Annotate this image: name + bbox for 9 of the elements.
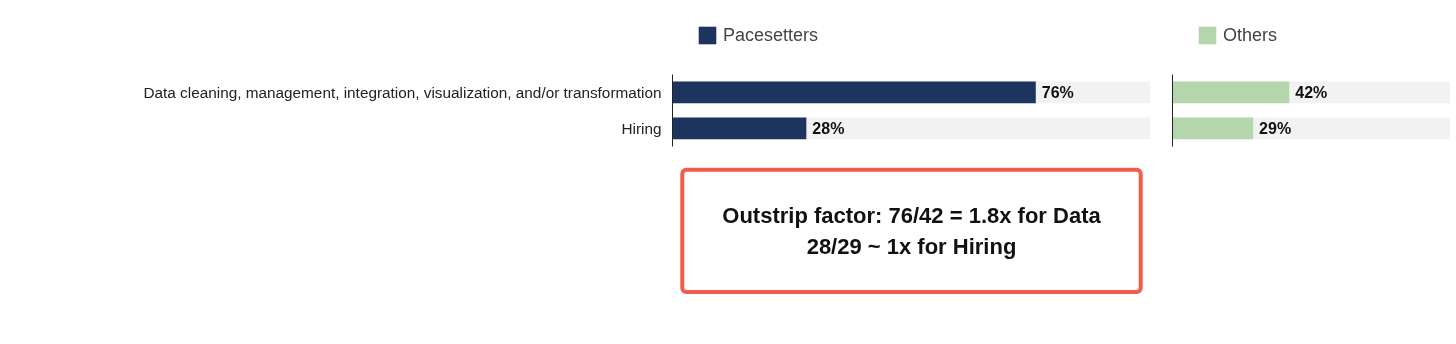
legend-label: Others — [1223, 24, 1278, 46]
y-tick-label: Data cleaning, management, integration, visualization, and/or transformation — [143, 83, 662, 101]
data-label: 76% — [1041, 83, 1074, 101]
data-label: 42% — [1295, 83, 1328, 101]
data-label: 28% — [812, 119, 845, 137]
text: Outstrip factor: 76/42 = 1.8x for Data 28/29 ~ 1x for Hiring — [722, 202, 1102, 260]
data-label: 29% — [1259, 119, 1292, 137]
y-tick-label: Hiring — [621, 119, 662, 137]
legend-label: Pacesetters — [723, 24, 819, 46]
